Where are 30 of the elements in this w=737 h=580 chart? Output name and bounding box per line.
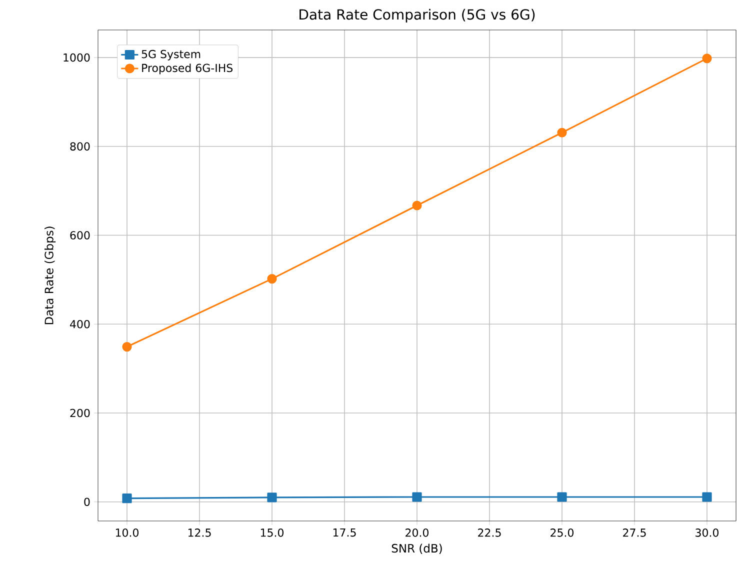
legend-label: 5G System xyxy=(142,50,200,60)
point xyxy=(557,128,567,138)
point xyxy=(267,492,277,502)
y-tick-label: 0 xyxy=(84,498,90,506)
x-tick-label: 22.5 xyxy=(478,528,501,537)
point xyxy=(702,492,712,502)
x-tick-label: 27.5 xyxy=(623,528,646,537)
y-tick-label: 1000 xyxy=(64,53,90,62)
x-axis-title: SNR (dB) xyxy=(392,544,442,554)
x-tick-label: 20.0 xyxy=(406,528,428,537)
y-tick-label: 600 xyxy=(70,231,90,240)
y-tick-label: 400 xyxy=(70,320,90,328)
chart-title: Data Rate Comparison (5G vs 6G) xyxy=(300,8,535,22)
x-tick-label: 30.0 xyxy=(696,528,718,537)
x-tick-label: 15.0 xyxy=(260,528,284,537)
point xyxy=(267,274,277,284)
point xyxy=(122,342,132,352)
point xyxy=(702,54,712,64)
point xyxy=(557,492,567,502)
x-tick-label: 25.0 xyxy=(550,528,574,537)
y-tick-label: 200 xyxy=(70,408,90,418)
legend-label: Proposed 6G-IHS xyxy=(142,64,233,74)
point xyxy=(122,494,132,504)
point xyxy=(412,200,422,210)
x-tick-label: 10.0 xyxy=(116,528,139,537)
y-tick-label: 800 xyxy=(70,142,90,151)
x-tick-label: 17.5 xyxy=(333,528,356,537)
x-tick-label: 12.5 xyxy=(188,528,211,537)
y-axis-title: Data Rate (Gbps) xyxy=(44,226,56,324)
point xyxy=(412,492,422,502)
